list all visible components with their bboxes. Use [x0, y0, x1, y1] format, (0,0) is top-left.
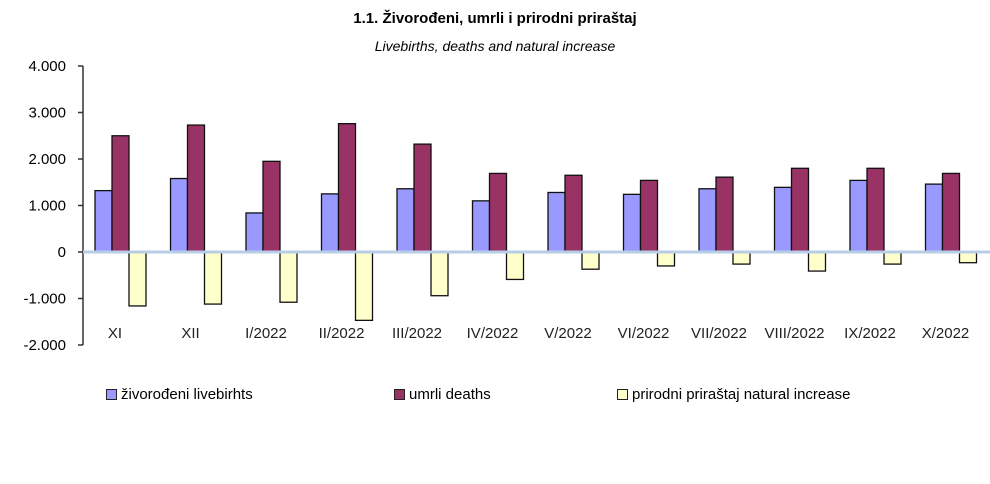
x-tick-label: XI: [108, 325, 122, 342]
bar-natural-increase: [203, 251, 223, 305]
bar-deaths: [941, 172, 961, 253]
y-tick-label: 0: [58, 244, 66, 261]
bar-natural-increase: [354, 251, 374, 322]
bar-natural-increase: [430, 251, 449, 297]
bar-deaths: [866, 167, 885, 253]
bar-livebirths: [245, 212, 264, 253]
legend-label-livebirths: živorođeni livebirhts: [121, 386, 253, 403]
x-tick-label: IX/2022: [844, 325, 896, 342]
bar-natural-increase: [807, 251, 827, 272]
x-tick-label: XII: [181, 325, 199, 342]
x-tick-label: X/2022: [922, 325, 970, 342]
y-tick-label: 3.000: [28, 105, 66, 122]
legend-item-natural-increase: prirodni priraštaj natural increase: [617, 386, 850, 403]
y-tick-label: 4.000: [28, 58, 66, 75]
bar-natural-increase: [656, 251, 676, 267]
legend-item-livebirths: živorođeni livebirhts: [106, 386, 253, 403]
bar-natural-increase: [279, 251, 298, 303]
bar-livebirths: [849, 179, 868, 253]
y-tick-label: 2.000: [28, 151, 66, 168]
x-tick-label: VI/2022: [618, 325, 670, 342]
bar-livebirths: [94, 189, 113, 253]
bar-livebirths: [773, 186, 793, 253]
x-tick-label: II/2022: [319, 325, 365, 342]
bar-deaths: [715, 176, 734, 253]
chart-subtitle: Livebirths, deaths and natural increase: [374, 38, 616, 54]
bar-natural-increase: [958, 251, 978, 264]
bar-livebirths: [924, 183, 944, 253]
bar-livebirths: [471, 200, 491, 253]
bar-deaths: [186, 124, 206, 253]
y-tick-label: 1.000: [28, 198, 66, 215]
bar-livebirths: [320, 193, 340, 253]
x-tick-label: IV/2022: [467, 325, 519, 342]
legend-label-natural-increase: prirodni priraštaj natural increase: [632, 386, 851, 403]
legend-swatch-livebirths: [106, 389, 117, 400]
bar-deaths: [262, 160, 281, 253]
bar-natural-increase: [128, 251, 147, 307]
bar-deaths: [337, 123, 357, 253]
legend-item-deaths: umrli deaths: [394, 386, 491, 403]
legend-swatch-natural-increase: [617, 389, 628, 400]
bar-livebirths: [396, 188, 415, 253]
bar-deaths: [790, 167, 810, 253]
x-tick-label: VIII/2022: [764, 325, 824, 342]
x-tick-label: V/2022: [544, 325, 592, 342]
x-tick-label: I/2022: [245, 325, 287, 342]
bar-natural-increase: [505, 251, 525, 281]
bar-natural-increase: [581, 251, 600, 270]
bar-livebirths: [622, 193, 642, 253]
bar-natural-increase: [732, 251, 751, 265]
x-tick-label: III/2022: [392, 325, 442, 342]
y-tick-label: -1.000: [23, 291, 66, 308]
bar-deaths: [564, 174, 583, 253]
bar-deaths: [111, 135, 130, 253]
chart-title: 1.1. Živorođeni, umrli i prirodni priraš…: [353, 10, 637, 27]
bar-livebirths: [698, 188, 717, 253]
y-tick-label: -2.000: [23, 337, 66, 354]
bar-natural-increase: [883, 251, 902, 265]
bar-livebirths: [169, 177, 189, 253]
bar-deaths: [488, 172, 508, 253]
legend-label-deaths: umrli deaths: [409, 386, 491, 403]
bar-livebirths: [547, 191, 566, 253]
bar-deaths: [639, 179, 659, 253]
legend-swatch-deaths: [394, 389, 405, 400]
bar-deaths: [413, 143, 432, 253]
x-tick-label: VII/2022: [691, 325, 747, 342]
